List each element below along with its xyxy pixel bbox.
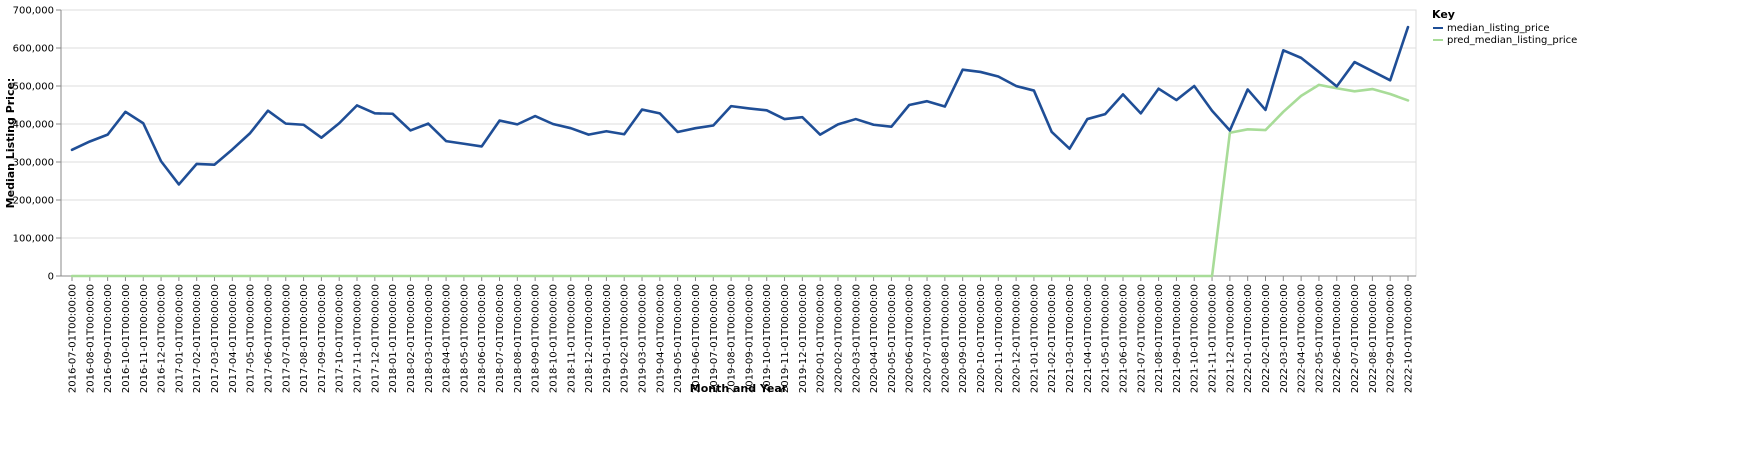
x-tick-label: 2018-03-01T00:00:00 xyxy=(424,284,435,393)
x-tick-label: 2018-02-01T00:00:00 xyxy=(406,284,417,393)
y-tick-label: 200,000 xyxy=(13,196,54,207)
x-tick-label: 2021-06-01T00:00:00 xyxy=(1118,284,1129,393)
x-tick-label: 2021-11-01T00:00:00 xyxy=(1208,284,1219,393)
x-tick-label: 2018-07-01T00:00:00 xyxy=(495,284,506,393)
x-tick-label: 2017-11-01T00:00:00 xyxy=(353,284,364,393)
x-tick-label: 2019-08-01T00:00:00 xyxy=(727,284,738,393)
x-tick-label: 2020-02-01T00:00:00 xyxy=(833,284,844,393)
x-tick-label: 2022-08-01T00:00:00 xyxy=(1368,284,1379,393)
x-tick-label: 2018-04-01T00:00:00 xyxy=(442,284,453,393)
series-line-pred-median-listing-price xyxy=(70,83,1410,278)
x-tick-label: 2018-06-01T00:00:00 xyxy=(477,284,488,393)
y-tick-label: 300,000 xyxy=(13,158,54,169)
x-tick-label: 2021-12-01T00:00:00 xyxy=(1225,284,1236,393)
x-tick-label: 2020-03-01T00:00:00 xyxy=(851,284,862,393)
x-tick-label: 2019-09-01T00:00:00 xyxy=(744,284,755,393)
x-tick-label: 2018-09-01T00:00:00 xyxy=(531,284,542,393)
axes: 0 100,000 200,000 300,000 400,000 500,000 600,… xyxy=(13,6,1416,393)
x-tick-label: 2021-04-01T00:00:00 xyxy=(1083,284,1094,393)
y-axis-title: Median Listing Price: xyxy=(4,78,17,209)
x-tick-label: 2020-06-01T00:00:00 xyxy=(905,284,916,393)
x-tick-label: 2020-04-01T00:00:00 xyxy=(869,284,880,393)
x-tick-label: 2017-06-01T00:00:00 xyxy=(263,284,274,393)
series-lines xyxy=(70,25,1410,278)
series-line-median-listing-price xyxy=(70,25,1410,186)
x-tick-label: 2020-05-01T00:00:00 xyxy=(887,284,898,393)
legend-entry-label: median_listing_price xyxy=(1447,23,1550,34)
x-tick-label: 2020-08-01T00:00:00 xyxy=(940,284,951,393)
legend-title: Key xyxy=(1432,8,1455,21)
x-tick-label: 2021-05-01T00:00:00 xyxy=(1101,284,1112,393)
x-tick-label: 2018-11-01T00:00:00 xyxy=(566,284,577,393)
x-tick-label: 2021-01-01T00:00:00 xyxy=(1029,284,1040,393)
x-tick-label: 2022-05-01T00:00:00 xyxy=(1314,284,1325,393)
x-tick-label: 2019-03-01T00:00:00 xyxy=(638,284,649,393)
x-tick-label: 2018-05-01T00:00:00 xyxy=(459,284,470,393)
x-tick-label: 2019-11-01T00:00:00 xyxy=(780,284,791,393)
x-tick-label: 2017-10-01T00:00:00 xyxy=(335,284,346,393)
x-tick-label: 2016-10-01T00:00:00 xyxy=(121,284,132,393)
x-tick-label: 2022-07-01T00:00:00 xyxy=(1350,284,1361,393)
x-tick-label: 2020-11-01T00:00:00 xyxy=(994,284,1005,393)
x-tick-label: 2022-02-01T00:00:00 xyxy=(1261,284,1272,393)
x-axis-title: Month and Year xyxy=(690,382,788,395)
x-tick-label: 2021-07-01T00:00:00 xyxy=(1136,284,1147,393)
x-tick-label: 2018-10-01T00:00:00 xyxy=(548,284,559,393)
x-tick-label: 2017-09-01T00:00:00 xyxy=(317,284,328,393)
x-tick-label: 2016-09-01T00:00:00 xyxy=(103,284,114,393)
x-tick-label: 2022-01-01T00:00:00 xyxy=(1243,284,1254,393)
x-tick-label: 2022-10-01T00:00:00 xyxy=(1404,284,1415,393)
x-tick-label: 2016-08-01T00:00:00 xyxy=(85,284,96,393)
x-tick-label: 2021-10-01T00:00:00 xyxy=(1190,284,1201,393)
x-tick-label: 2022-06-01T00:00:00 xyxy=(1332,284,1343,393)
x-tick-label: 2018-08-01T00:00:00 xyxy=(513,284,524,393)
x-tick-label: 2017-02-01T00:00:00 xyxy=(192,284,203,393)
x-tick-label: 2017-12-01T00:00:00 xyxy=(370,284,381,393)
x-tick-label: 2021-03-01T00:00:00 xyxy=(1065,284,1076,393)
x-tick-label: 2019-02-01T00:00:00 xyxy=(620,284,631,393)
y-tick-label: 700,000 xyxy=(13,6,54,17)
x-tick-label: 2016-07-01T00:00:00 xyxy=(68,284,79,393)
x-tick-label: 2021-02-01T00:00:00 xyxy=(1047,284,1058,393)
x-tick-label: 2017-01-01T00:00:00 xyxy=(174,284,185,393)
x-tick-label: 2017-03-01T00:00:00 xyxy=(210,284,221,393)
x-tick-label: 2020-07-01T00:00:00 xyxy=(923,284,934,393)
x-tick-label: 2017-08-01T00:00:00 xyxy=(299,284,310,393)
legend: Key median_listing_pricepred_median_list… xyxy=(1432,8,1577,46)
x-tick-label: 2016-11-01T00:00:00 xyxy=(139,284,150,393)
x-tick-label: 2019-10-01T00:00:00 xyxy=(762,284,773,393)
x-tick-label: 2019-06-01T00:00:00 xyxy=(691,284,702,393)
x-tick-label: 2021-08-01T00:00:00 xyxy=(1154,284,1165,393)
y-tick-label: 400,000 xyxy=(13,120,54,131)
x-tick-label: 2016-12-01T00:00:00 xyxy=(157,284,168,393)
x-tick-label: 2017-05-01T00:00:00 xyxy=(246,284,257,393)
y-tick-label: 500,000 xyxy=(13,82,54,93)
y-tick-label: 0 xyxy=(48,272,54,283)
x-tick-label: 2022-03-01T00:00:00 xyxy=(1279,284,1290,393)
x-tick-label: 2022-04-01T00:00:00 xyxy=(1297,284,1308,393)
x-tick-label: 2018-12-01T00:00:00 xyxy=(584,284,595,393)
x-tick-label: 2019-01-01T00:00:00 xyxy=(602,284,613,393)
x-tick-label: 2019-12-01T00:00:00 xyxy=(798,284,809,393)
x-tick-label: 2017-07-01T00:00:00 xyxy=(281,284,292,393)
x-tick-label: 2020-10-01T00:00:00 xyxy=(976,284,987,393)
x-tick-label: 2019-07-01T00:00:00 xyxy=(709,284,720,393)
legend-entry-label: pred_median_listing_price xyxy=(1447,35,1577,46)
x-tick-label: 2020-09-01T00:00:00 xyxy=(958,284,969,393)
y-tick-label: 100,000 xyxy=(13,234,54,245)
x-tick-label: 2019-04-01T00:00:00 xyxy=(655,284,666,393)
x-tick-label: 2021-09-01T00:00:00 xyxy=(1172,284,1183,393)
x-tick-label: 2019-05-01T00:00:00 xyxy=(673,284,684,393)
x-tick-label: 2017-04-01T00:00:00 xyxy=(228,284,239,393)
x-tick-label: 2020-01-01T00:00:00 xyxy=(816,284,827,393)
x-tick-label: 2018-01-01T00:00:00 xyxy=(388,284,399,393)
x-tick-label: 2022-09-01T00:00:00 xyxy=(1386,284,1397,393)
x-tick-label: 2020-12-01T00:00:00 xyxy=(1012,284,1023,393)
y-tick-label: 600,000 xyxy=(13,44,54,55)
